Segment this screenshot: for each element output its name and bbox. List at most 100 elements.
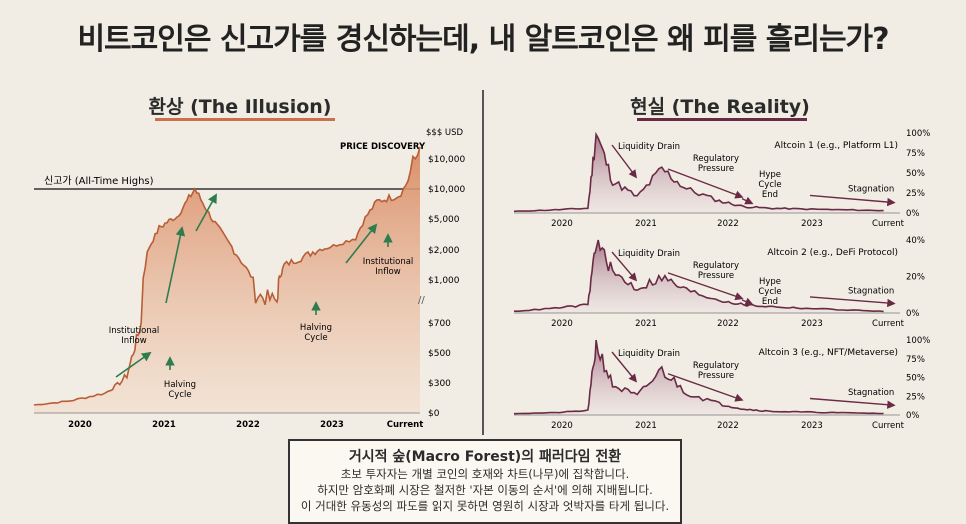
drain-arrow (741, 297, 754, 306)
hype-cycle-end-label: Cycle (758, 287, 781, 297)
macro-forest-box: 거시적 숲(Macro Forest)의 패러다임 전환 초보 투자자는 개별 … (288, 439, 682, 524)
altcoin-name-3: Altcoin 3 (e.g., NFT/Metaverse) (759, 348, 898, 358)
btc-x-tick: 2023 (320, 420, 344, 430)
center-divider (482, 90, 484, 435)
altcoin-x-tick: 2020 (551, 219, 573, 229)
hype-cycle-end-label: Hype (759, 277, 781, 287)
ath-label: 신고가 (All-Time Highs) (44, 175, 154, 187)
altcoin-x-tick: 2020 (551, 319, 573, 329)
box-heading: 거시적 숲(Macro Forest)의 패러다임 전환 (348, 449, 622, 465)
altcoin-line-3 (513, 339, 884, 415)
btc-y-tick: $10,000 (428, 185, 465, 195)
reality-heading: 현실 (The Reality) (630, 96, 810, 118)
page-title: 비트코인은 신고가를 경신하는데, 내 알트코인은 왜 피를 흘리는가? (77, 22, 889, 57)
altcoin-y-tick: 0% (906, 411, 920, 421)
liquidity-drain-label: Liquidity Drain (618, 349, 680, 359)
altcoin-y-tick: 40% (906, 236, 925, 246)
altcoin-x-tick: Current (872, 319, 905, 329)
axis-break: // (418, 295, 425, 306)
green-arrow (165, 226, 186, 304)
reality-underline (637, 118, 807, 121)
price-discovery-label: PRICE DISCOVERY (340, 142, 426, 152)
halving-cycle-label-1: Cycle (168, 390, 191, 400)
institutional-inflow-label-2: Institutional (363, 257, 414, 267)
altcoin-x-tick: 2022 (717, 319, 739, 329)
institutional-inflow-label-2: Inflow (375, 267, 400, 277)
regulatory-pressure-label: Pressure (698, 371, 734, 381)
hype-cycle-end-label: End (762, 190, 778, 200)
drain-arrow (667, 168, 744, 199)
stagnation-label: Stagnation (848, 184, 894, 194)
drain-arrow (741, 196, 754, 205)
altcoin-y-tick: 25% (906, 392, 925, 402)
altcoin-y-tick: 20% (906, 273, 925, 283)
altcoin-x-tick: 2021 (635, 319, 657, 329)
btc-x-tick: 2020 (68, 420, 92, 430)
hype-cycle-end-label: End (762, 297, 778, 307)
btc-x-tick: 2022 (236, 420, 260, 430)
btc-y-tick: $2,000 (428, 246, 460, 256)
halving-cycle-label-2: Cycle (304, 333, 327, 343)
btc-price-line (33, 146, 421, 406)
altcoin-x-tick: 2022 (717, 421, 739, 431)
box-line-2: 하지만 암호화폐 시장은 철저한 '자본 이동의 순서'에 의해 지배됩니다. (317, 483, 653, 497)
altcoin-y-tick: 50% (906, 374, 925, 384)
btc-price-area (34, 147, 420, 413)
altcoin-y-tick: 100% (906, 336, 930, 346)
btc-x-tick: Current (387, 420, 424, 430)
altcoin-x-tick: Current (872, 219, 905, 229)
altcoin-y-tick: 0% (906, 209, 920, 219)
illusion-underline (155, 118, 335, 121)
altcoin-x-tick: 2023 (801, 319, 823, 329)
stagnation-label: Stagnation (848, 388, 894, 398)
btc-chart: 신고가 (All-Time Highs) PRICE DISCOVERY $$$… (33, 128, 465, 430)
regulatory-pressure-label: Pressure (698, 164, 734, 174)
drain-arrow (611, 144, 638, 179)
altcoin-x-tick: 2021 (635, 421, 657, 431)
altcoin-x-tick: Current (872, 421, 905, 431)
drain-arrow (611, 251, 638, 282)
altcoin-x-tick: 2023 (801, 421, 823, 431)
drain-arrow (611, 351, 638, 383)
green-arrow (195, 193, 217, 232)
altcoin-x-tick: 2022 (717, 219, 739, 229)
box-line-1: 초보 투자자는 개별 코인의 호재와 차트(나무)에 집착합니다. (340, 467, 630, 481)
altcoin-name-2: Altcoin 2 (e.g., DeFi Protocol) (767, 248, 898, 258)
btc-y-tick: $5,000 (428, 215, 460, 225)
btc-y-tick: $1,000 (428, 276, 460, 286)
altcoin-name-1: Altcoin 1 (e.g., Platform L1) (774, 141, 898, 151)
btc-y-tick: $700 (428, 319, 451, 329)
drain-arrow (809, 296, 896, 308)
liquidity-drain-label: Liquidity Drain (618, 249, 680, 259)
altcoin-x-tick: 2021 (635, 219, 657, 229)
altcoin-x-tick: 2020 (551, 421, 573, 431)
drain-arrow (667, 272, 744, 301)
box-line-3: 이 거대한 유동성의 파도를 읽지 못하면 영원히 시장과 엇박자를 타게 됩니… (300, 499, 670, 513)
btc-y-tick: $10,000 (428, 155, 465, 165)
altcoin-area-3 (514, 340, 900, 415)
altcoin-charts: Altcoin 1 (e.g., Platform L1) 100% 75% 50% 2… (513, 129, 930, 431)
altcoin-area-2 (514, 240, 900, 313)
green-arrow (345, 223, 378, 264)
altcoin-y-tick: 0% (906, 309, 920, 319)
hype-cycle-end-label: Hype (759, 170, 781, 180)
usd-axis-unit: $$$ USD (426, 128, 464, 138)
drain-arrow (809, 397, 896, 409)
institutional-inflow-label-1: Institutional (109, 326, 160, 336)
hype-cycle-end-label: Cycle (758, 180, 781, 190)
regulatory-pressure-label: Regulatory (693, 361, 739, 371)
btc-y-tick: $500 (428, 349, 451, 359)
halving-cycle-label-2: Halving (300, 323, 332, 333)
liquidity-drain-label: Liquidity Drain (618, 142, 680, 152)
drain-arrow (667, 373, 744, 402)
altcoin-line-1 (513, 131, 884, 213)
regulatory-pressure-label: Regulatory (693, 154, 739, 164)
regulatory-pressure-label: Regulatory (693, 261, 739, 271)
drain-arrow (809, 194, 896, 207)
btc-y-tick: $300 (428, 379, 451, 389)
altcoin-y-tick: 75% (906, 149, 925, 159)
halving-cycle-label-1: Halving (164, 380, 196, 390)
altcoin-line-2 (514, 239, 884, 313)
altcoin-x-tick: 2023 (801, 219, 823, 229)
green-arrow (115, 351, 152, 378)
